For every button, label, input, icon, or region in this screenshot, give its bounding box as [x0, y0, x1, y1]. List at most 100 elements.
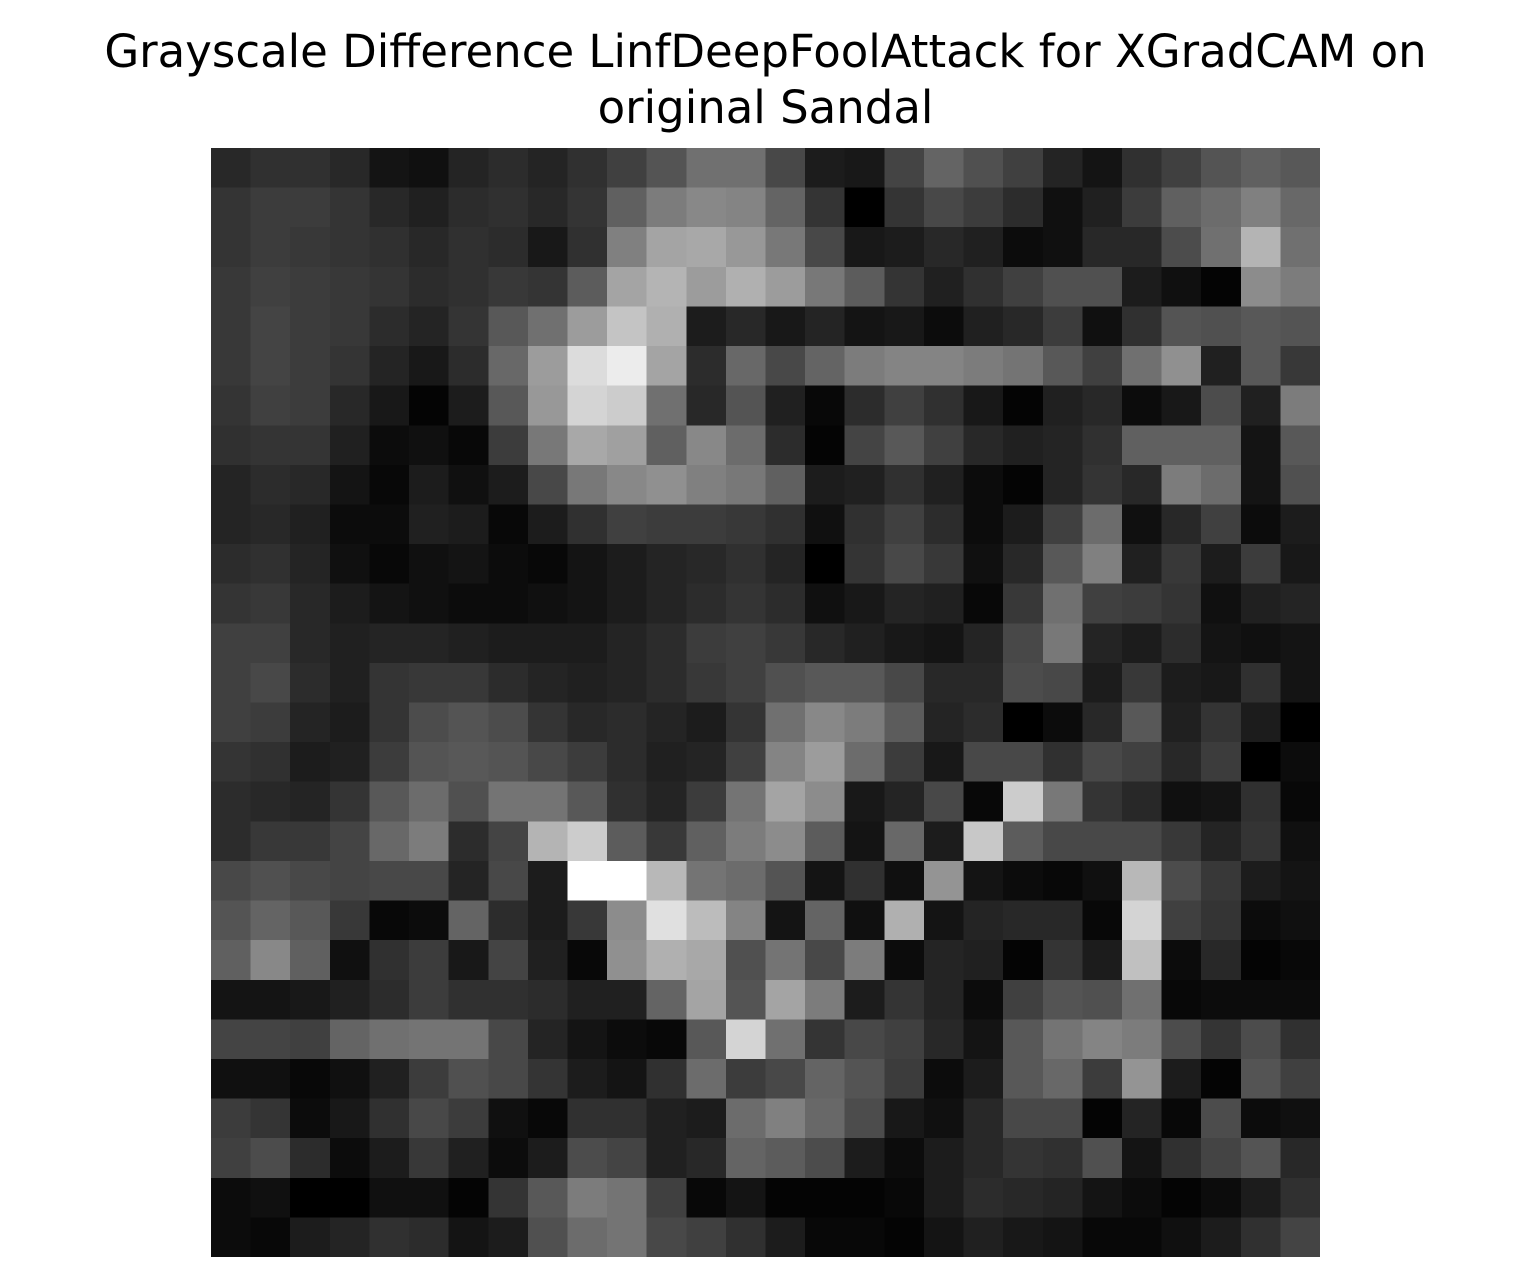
- heatmap-cell-r20-c24: [1161, 940, 1202, 981]
- heatmap-cell-r20-c8: [527, 940, 569, 981]
- heatmap-cell-r21-c2: [290, 979, 331, 1020]
- heatmap-cell-r27-c3: [329, 1217, 371, 1257]
- heatmap-cell-r1-c9: [567, 187, 608, 228]
- heatmap-cell-r1-c21: [1042, 187, 1083, 228]
- heatmap-cell-r22-c4: [369, 1019, 410, 1060]
- heatmap-cell-r15-c16: [844, 742, 885, 783]
- heatmap-cell-r8-c2: [290, 464, 331, 506]
- heatmap-cell-r20-c3: [329, 940, 371, 981]
- heatmap-cell-r14-c22: [1082, 702, 1123, 743]
- heatmap-cell-r25-c12: [686, 1138, 727, 1179]
- heatmap-cell-r24-c9: [567, 1098, 608, 1139]
- heatmap-cell-r10-c9: [567, 544, 608, 585]
- heatmap-cell-r0-c7: [488, 148, 529, 189]
- heatmap-cell-r25-c18: [923, 1138, 965, 1179]
- heatmap-cell-r17-c9: [567, 821, 608, 862]
- heatmap-cell-r6-c22: [1082, 385, 1123, 426]
- heatmap-cell-r7-c0: [211, 425, 252, 466]
- heatmap-cell-r15-c21: [1042, 742, 1083, 783]
- heatmap-cell-r22-c27: [1280, 1019, 1320, 1060]
- heatmap-cell-r6-c19: [963, 385, 1004, 426]
- heatmap-cell-r27-c5: [409, 1217, 450, 1257]
- heatmap-cell-r26-c27: [1280, 1177, 1320, 1218]
- heatmap-cell-r5-c15: [805, 346, 846, 387]
- heatmap-cell-r3-c27: [1280, 266, 1320, 308]
- heatmap-cell-r18-c15: [805, 860, 846, 902]
- heatmap-cell-r11-c18: [923, 583, 965, 624]
- heatmap-cell-r4-c24: [1161, 306, 1202, 347]
- heatmap-cell-r6-c20: [1003, 385, 1044, 426]
- heatmap-cell-r4-c6: [448, 306, 489, 347]
- heatmap-cell-r14-c23: [1121, 702, 1163, 743]
- heatmap-cell-r15-c5: [409, 742, 450, 783]
- heatmap-cell-r15-c11: [646, 742, 687, 783]
- heatmap-cell-r0-c12: [686, 148, 727, 189]
- heatmap-cell-r10-c8: [527, 544, 569, 585]
- heatmap-cell-r3-c24: [1161, 266, 1202, 308]
- heatmap-cell-r10-c5: [409, 544, 450, 585]
- heatmap-cell-r9-c9: [567, 504, 608, 545]
- heatmap-cell-r27-c22: [1082, 1217, 1123, 1257]
- heatmap-cell-r23-c22: [1082, 1058, 1123, 1100]
- heatmap-cell-r11-c13: [725, 583, 767, 624]
- heatmap-cell-r21-c0: [211, 979, 252, 1020]
- heatmap-cell-r15-c9: [567, 742, 608, 783]
- heatmap-cell-r21-c17: [884, 979, 925, 1020]
- heatmap-cell-r23-c21: [1042, 1058, 1083, 1100]
- heatmap-cell-r16-c23: [1121, 781, 1163, 822]
- heatmap-cell-r7-c4: [369, 425, 410, 466]
- heatmap-cell-r1-c12: [686, 187, 727, 228]
- heatmap-cell-r19-c27: [1280, 900, 1320, 941]
- heatmap-cell-r25-c3: [329, 1138, 371, 1179]
- heatmap-cell-r27-c15: [805, 1217, 846, 1257]
- heatmap-cell-r1-c24: [1161, 187, 1202, 228]
- heatmap-cell-r19-c6: [448, 900, 489, 941]
- heatmap-cell-r25-c1: [250, 1138, 291, 1179]
- heatmap-cell-r17-c0: [211, 821, 252, 862]
- heatmap-cell-r22-c24: [1161, 1019, 1202, 1060]
- heatmap-cell-r26-c24: [1161, 1177, 1202, 1218]
- heatmap-cell-r11-c4: [369, 583, 410, 624]
- heatmap-cell-r11-c12: [686, 583, 727, 624]
- heatmap-cell-r16-c6: [448, 781, 489, 822]
- heatmap-cell-r17-c17: [884, 821, 925, 862]
- heatmap-cell-r14-c8: [527, 702, 569, 743]
- heatmap-cell-r5-c6: [448, 346, 489, 387]
- heatmap-cell-r7-c17: [884, 425, 925, 466]
- heatmap-cell-r20-c22: [1082, 940, 1123, 981]
- heatmap-cell-r6-c15: [805, 385, 846, 426]
- heatmap-cell-r4-c21: [1042, 306, 1083, 347]
- heatmap-cell-r23-c18: [923, 1058, 965, 1100]
- heatmap-cell-r0-c8: [527, 148, 569, 189]
- heatmap-cell-r12-c13: [725, 623, 767, 664]
- heatmap-cell-r21-c20: [1003, 979, 1044, 1020]
- heatmap-cell-r18-c19: [963, 860, 1004, 902]
- heatmap-plot: [211, 148, 1320, 1257]
- heatmap-cell-r6-c6: [448, 385, 489, 426]
- heatmap-cell-r15-c19: [963, 742, 1004, 783]
- heatmap-cell-r18-c23: [1121, 860, 1163, 902]
- heatmap-cell-r2-c10: [607, 227, 648, 268]
- heatmap-cell-r1-c16: [844, 187, 885, 228]
- heatmap-cell-r19-c7: [488, 900, 529, 941]
- heatmap-cell-r1-c8: [527, 187, 569, 228]
- heatmap-cell-r22-c15: [805, 1019, 846, 1060]
- heatmap-cell-r7-c9: [567, 425, 608, 466]
- heatmap-cell-r19-c23: [1121, 900, 1163, 941]
- heatmap-cell-r22-c8: [527, 1019, 569, 1060]
- heatmap-cell-r22-c6: [448, 1019, 489, 1060]
- heatmap-cell-r1-c5: [409, 187, 450, 228]
- heatmap-cell-r13-c17: [884, 662, 925, 704]
- heatmap-cell-r13-c23: [1121, 662, 1163, 704]
- heatmap-cell-r4-c8: [527, 306, 569, 347]
- heatmap-cell-r0-c25: [1201, 148, 1242, 189]
- heatmap-cell-r17-c19: [963, 821, 1004, 862]
- heatmap-cell-r7-c15: [805, 425, 846, 466]
- heatmap-cell-r9-c7: [488, 504, 529, 545]
- heatmap-cell-r5-c0: [211, 346, 252, 387]
- heatmap-cell-r7-c8: [527, 425, 569, 466]
- heatmap-cell-r9-c22: [1082, 504, 1123, 545]
- heatmap-cell-r10-c0: [211, 544, 252, 585]
- heatmap-cell-r11-c22: [1082, 583, 1123, 624]
- heatmap-cell-r7-c26: [1240, 425, 1281, 466]
